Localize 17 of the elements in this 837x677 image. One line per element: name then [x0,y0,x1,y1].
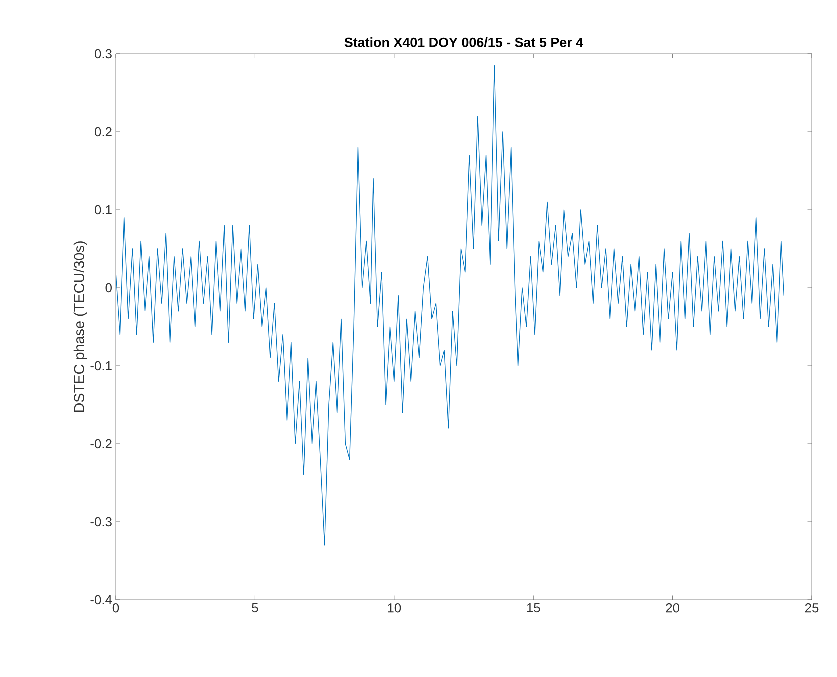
y-tick-label: 0 [106,283,112,293]
chart-title: Station X401 DOY 006/15 - Sat 5 Per 4 [344,37,584,48]
y-tick-label: -0.2 [90,439,112,449]
y-tick-label: -0.4 [90,595,112,605]
line-series [116,65,785,546]
y-tick-label: 0.2 [94,127,112,137]
y-tick-label: 0.1 [94,205,112,215]
y-tick-label: 0.3 [94,49,112,59]
x-tick-label: 5 [252,604,258,613]
y-tick-label: -0.1 [90,361,112,371]
x-tick-label: 20 [666,604,680,613]
x-tick-label: 10 [388,604,402,613]
x-tick-label: 0 [112,604,120,613]
x-tick-label: 25 [805,604,819,613]
y-axis-title: DSTEC phase (TECU/30s) [74,242,88,412]
x-tick-label: 15 [527,604,540,613]
y-tick-label: -0.3 [90,517,112,527]
